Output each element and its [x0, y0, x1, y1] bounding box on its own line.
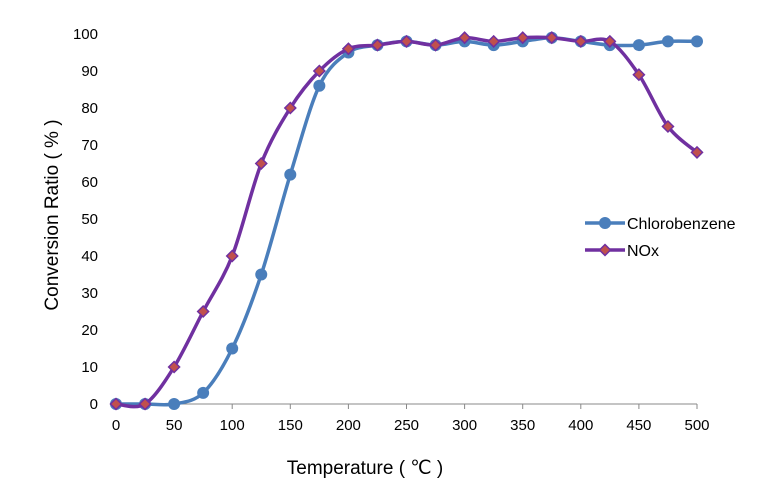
y-tick-label: 50: [81, 211, 98, 228]
data-point-chlorobenzene: [632, 39, 645, 52]
x-tick-label: 450: [626, 417, 651, 434]
data-point-nox: [196, 304, 210, 319]
data-point-chlorobenzene: [691, 35, 703, 48]
data-point-nox: [428, 38, 443, 52]
data-point-nox: [167, 360, 181, 374]
y-tick-label: 40: [81, 248, 98, 265]
data-point-nox: [138, 397, 152, 411]
legend-marker-chlorobenzene: [599, 217, 611, 229]
data-point-nox: [545, 31, 559, 45]
x-tick-label: 250: [394, 417, 419, 434]
x-axis-title: Temperature ( ℃ ): [287, 458, 444, 479]
y-tick-label: 100: [73, 26, 98, 43]
y-tick-label: 20: [81, 322, 98, 339]
data-point-nox: [574, 34, 588, 48]
y-axis-ticks: 0 10 20 30 40 50 60 70 80 90 100: [73, 26, 98, 413]
data-point-nox: [487, 34, 501, 48]
data-point-chlorobenzene: [284, 168, 297, 181]
x-tick-label: 300: [452, 417, 477, 434]
data-point-nox: [399, 34, 414, 48]
y-tick-label: 90: [81, 63, 98, 80]
data-point-nox: [632, 68, 646, 82]
legend-marker-nox: [598, 243, 612, 257]
data-point-nox: [254, 156, 268, 171]
legend-label-chlorobenzene: Chlorobenzene: [627, 216, 736, 233]
x-tick-label: 50: [166, 417, 183, 434]
data-point-chlorobenzene: [313, 79, 326, 92]
data-point-nox: [341, 42, 355, 56]
data-point-chlorobenzene: [661, 35, 674, 48]
data-point-chlorobenzene: [226, 342, 239, 355]
series-layer: [109, 31, 704, 411]
data-point-nox: [690, 145, 704, 159]
y-tick-label: 0: [90, 396, 98, 413]
data-point-nox: [283, 101, 297, 115]
data-point-chlorobenzene: [197, 386, 210, 399]
y-tick-label: 10: [81, 359, 98, 376]
y-tick-label: 60: [81, 174, 98, 191]
data-point-nox: [225, 249, 239, 263]
data-point-chlorobenzene: [255, 268, 268, 281]
x-tick-label: 100: [220, 417, 245, 434]
data-point-chlorobenzene: [168, 398, 181, 410]
legend-label-nox: NOx: [627, 243, 659, 260]
x-tick-label: 350: [510, 417, 535, 434]
x-tick-label: 150: [278, 417, 303, 434]
data-point-nox: [312, 64, 326, 78]
y-tick-label: 30: [81, 285, 98, 302]
data-point-nox: [603, 34, 617, 48]
y-axis-title: Conversion Ratio ( % ): [42, 119, 63, 310]
x-tick-label: 200: [336, 417, 361, 434]
legend: Chlorobenzene NOx: [585, 216, 736, 260]
data-point-nox: [661, 119, 675, 134]
x-tick-label: 400: [568, 417, 593, 434]
y-tick-label: 70: [81, 137, 98, 154]
data-point-nox: [370, 38, 385, 52]
data-point-nox: [109, 397, 123, 411]
x-axis-ticks: 0 50 100 150 200 250 300 350 400 450 500: [112, 404, 710, 434]
x-tick-label: 0: [112, 417, 120, 434]
x-tick-label: 500: [684, 417, 709, 434]
data-point-nox: [458, 31, 472, 45]
data-point-nox: [516, 31, 530, 45]
y-tick-label: 80: [81, 100, 98, 117]
